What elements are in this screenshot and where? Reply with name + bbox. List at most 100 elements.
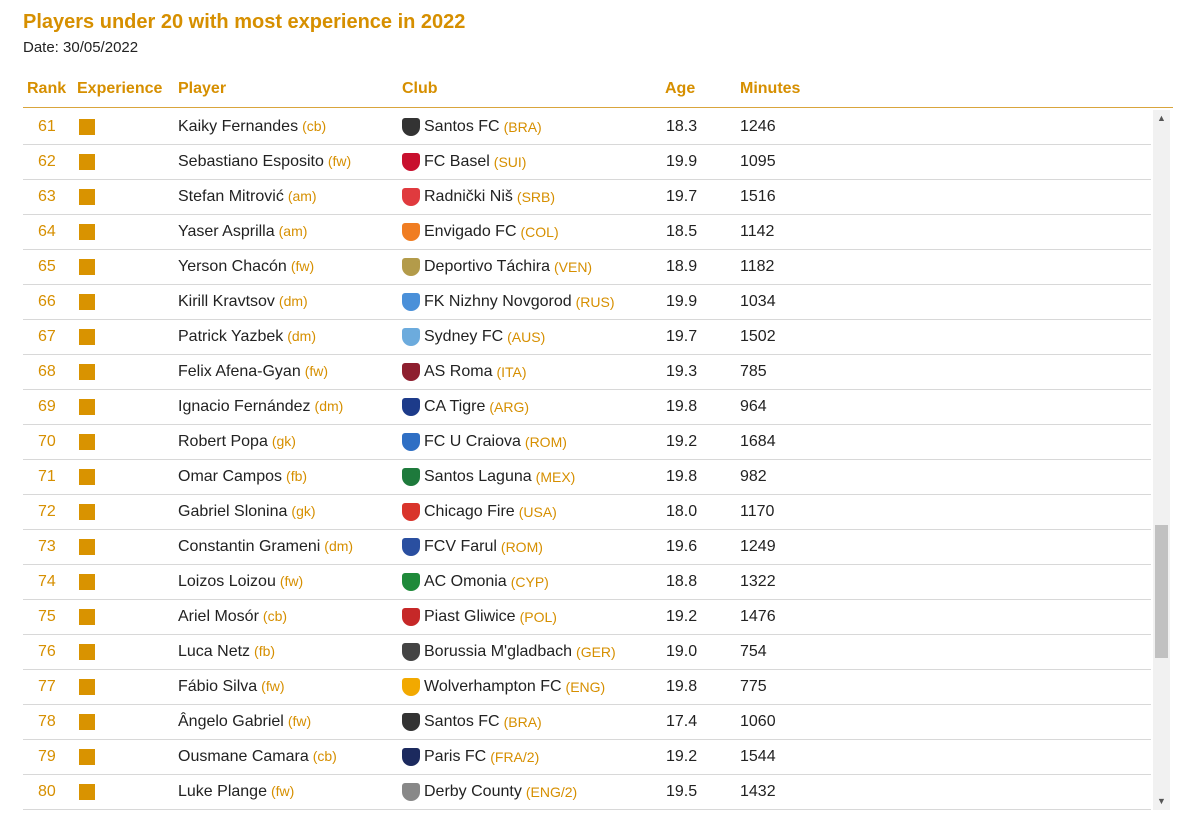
player-name[interactable]: Felix Afena-Gyan bbox=[178, 363, 301, 380]
column-header-player[interactable]: Player bbox=[178, 80, 227, 97]
club-cell: Chicago Fire (USA) bbox=[402, 503, 557, 521]
scroll-down-arrow-icon[interactable]: ▼ bbox=[1157, 796, 1166, 806]
club-name[interactable]: AS Roma bbox=[424, 363, 493, 380]
club-name[interactable]: Derby County bbox=[424, 783, 522, 800]
minutes-cell: 1182 bbox=[740, 258, 775, 275]
club-name[interactable]: CA Tigre bbox=[424, 398, 486, 415]
player-name[interactable]: Ângelo Gabriel bbox=[178, 713, 284, 730]
club-name[interactable]: FK Nizhny Novgorod bbox=[424, 293, 572, 310]
club-country: (ENG) bbox=[565, 679, 606, 695]
table-row[interactable]: 72 Gabriel Slonina (gk) Chicago Fire (USA) 18… bbox=[23, 495, 1151, 530]
club-name[interactable]: Sydney FC bbox=[424, 328, 504, 345]
table-row[interactable]: 65 Yerson Chacón (fw) Deportivo Táchira (VEN… bbox=[23, 250, 1151, 285]
club-name[interactable]: FC U Craiova bbox=[424, 433, 521, 450]
scrollbar-thumb[interactable] bbox=[1155, 525, 1168, 658]
club-country: (ARG) bbox=[489, 399, 530, 415]
table-row[interactable]: 62 Sebastiano Esposito (fw) FC Basel (SUI) 19… bbox=[23, 145, 1151, 180]
player-name[interactable]: Omar Campos bbox=[178, 468, 283, 485]
table-row[interactable]: 80 Luke Plange (fw) Derby County (ENG/2) 19.5… bbox=[23, 775, 1151, 810]
player-name[interactable]: Kaiky Fernandes bbox=[178, 118, 299, 135]
club-crest-icon bbox=[402, 188, 420, 206]
column-header-rank[interactable]: Rank bbox=[27, 80, 67, 97]
player-name[interactable]: Ignacio Fernández bbox=[178, 398, 311, 415]
player-name[interactable]: Stefan Mitrović bbox=[178, 188, 284, 205]
table-row[interactable]: 75 Ariel Mosór (cb) Piast Gliwice (POL) 19.2 1… bbox=[23, 600, 1151, 635]
table-row[interactable]: 71 Omar Campos (fb) Santos Laguna (MEX) 19.8 9… bbox=[23, 460, 1151, 495]
player-name[interactable]: Yerson Chacón bbox=[178, 258, 287, 275]
club-country: (SRB) bbox=[516, 189, 556, 205]
column-header-age[interactable]: Age bbox=[665, 80, 696, 97]
age-cell: 18.9 bbox=[666, 258, 698, 275]
club-name[interactable]: Deportivo Táchira bbox=[424, 258, 550, 275]
club-country: (SUI) bbox=[493, 154, 527, 170]
vertical-scrollbar[interactable]: ▲ ▼ bbox=[1153, 110, 1170, 810]
table-row[interactable]: 68 Felix Afena-Gyan (fw) AS Roma (ITA) 19.3 78… bbox=[23, 355, 1151, 390]
table-row[interactable]: 73 Constantin Grameni (dm) FCV Farul (ROM) 19… bbox=[23, 530, 1151, 565]
player-name[interactable]: Robert Popa bbox=[178, 433, 268, 450]
player-name[interactable]: Ousmane Camara bbox=[178, 748, 309, 765]
player-name[interactable]: Constantin Grameni bbox=[178, 538, 321, 555]
table-row[interactable]: 63 Stefan Mitrović (am) Radnički Niš (SRB) 19… bbox=[23, 180, 1151, 215]
page-title: Players under 20 with most experience in… bbox=[23, 11, 466, 33]
club-cell: FC U Craiova (ROM) bbox=[402, 433, 567, 451]
club-name[interactable]: Chicago Fire bbox=[424, 503, 515, 520]
club-crest-icon bbox=[402, 538, 420, 556]
club-country: (POL) bbox=[519, 609, 557, 625]
club-name[interactable]: FC Basel bbox=[424, 153, 490, 170]
player-name[interactable]: Fábio Silva bbox=[178, 678, 258, 695]
column-header-minutes[interactable]: Minutes bbox=[740, 80, 801, 97]
player-name[interactable]: Yaser Asprilla bbox=[178, 223, 275, 240]
club-name[interactable]: Santos FC bbox=[424, 713, 500, 730]
column-header-experience[interactable]: Experience bbox=[77, 80, 163, 97]
table-row[interactable]: 77 Fábio Silva (fw) Wolverhampton FC (ENG) 19… bbox=[23, 670, 1151, 705]
club-name[interactable]: Envigado FC bbox=[424, 223, 517, 240]
player-position: (fw) bbox=[290, 258, 315, 274]
player-cell: Patrick Yazbek (dm) bbox=[178, 328, 316, 346]
table-row[interactable]: 76 Luca Netz (fb) Borussia M'gladbach (GER) 1… bbox=[23, 635, 1151, 670]
club-cell: Paris FC (FRA/2) bbox=[402, 748, 539, 766]
club-name[interactable]: Borussia M'gladbach bbox=[424, 643, 573, 660]
player-name[interactable]: Patrick Yazbek bbox=[178, 328, 284, 345]
club-crest-icon bbox=[402, 643, 420, 661]
player-name[interactable]: Luke Plange bbox=[178, 783, 267, 800]
club-name[interactable]: Santos Laguna bbox=[424, 468, 532, 485]
age-cell: 19.2 bbox=[666, 608, 698, 625]
table-row[interactable]: 61 Kaiky Fernandes (cb) Santos FC (BRA) 18.3 1… bbox=[23, 110, 1151, 145]
table-row[interactable]: 64 Yaser Asprilla (am) Envigado FC (COL) 18.5… bbox=[23, 215, 1151, 250]
minutes-cell: 982 bbox=[740, 468, 767, 485]
table-row[interactable]: 66 Kirill Kravtsov (dm) FK Nizhny Novgorod(… bbox=[23, 285, 1151, 320]
club-name[interactable]: Wolverhampton FC bbox=[424, 678, 562, 695]
table-row[interactable]: 74 Loizos Loizou (fw) AC Omonia (CYP) 18.8 132… bbox=[23, 565, 1151, 600]
club-cell: Santos FC (BRA) bbox=[402, 713, 542, 731]
rank-cell: 66 bbox=[38, 293, 56, 310]
club-name[interactable]: Piast Gliwice bbox=[424, 608, 516, 625]
club-cell: CA Tigre (ARG) bbox=[402, 398, 529, 416]
table-row[interactable]: 69 Ignacio Fernández (dm) CA Tigre (ARG) 19.8… bbox=[23, 390, 1151, 425]
player-name[interactable]: Luca Netz bbox=[178, 643, 251, 660]
club-name[interactable]: Santos FC bbox=[424, 118, 500, 135]
table-body[interactable]: 61 Kaiky Fernandes (cb) Santos FC (BRA) 18.3 1… bbox=[23, 110, 1151, 810]
club-name[interactable]: AC Omonia bbox=[424, 573, 507, 590]
player-cell: Yerson Chacón (fw) bbox=[178, 258, 314, 276]
club-name[interactable]: Paris FC bbox=[424, 748, 487, 765]
table-row[interactable]: 78 Ângelo Gabriel (fw) Santos FC (BRA) 17.4 10… bbox=[23, 705, 1151, 740]
player-name[interactable]: Loizos Loizou bbox=[178, 573, 276, 590]
player-name[interactable]: Sebastiano Esposito bbox=[178, 153, 324, 170]
table-row[interactable]: 67 Patrick Yazbek (dm) Sydney FC (AUS) 19.7 15… bbox=[23, 320, 1151, 355]
experience-bar bbox=[79, 469, 95, 485]
player-name[interactable]: Gabriel Slonina bbox=[178, 503, 288, 520]
table-row[interactable]: 79 Ousmane Camara (cb) Paris FC (FRA/2) 19.2 1… bbox=[23, 740, 1151, 775]
club-name[interactable]: Radnički Niš bbox=[424, 188, 513, 205]
age-cell: 17.4 bbox=[666, 713, 698, 730]
club-country: (ROM) bbox=[500, 539, 543, 555]
player-name[interactable]: Ariel Mosór bbox=[178, 608, 259, 625]
column-header-club[interactable]: Club bbox=[402, 80, 438, 97]
table-row[interactable]: 70 Robert Popa (gk) FC U Craiova (ROM) 19.2 16… bbox=[23, 425, 1151, 460]
minutes-cell: 964 bbox=[740, 398, 767, 415]
player-position: (cb) bbox=[262, 608, 288, 624]
player-name[interactable]: Kirill Kravtsov bbox=[178, 293, 275, 310]
club-name[interactable]: FCV Farul bbox=[424, 538, 497, 555]
player-position: (dm) bbox=[278, 293, 308, 309]
scroll-up-arrow-icon[interactable]: ▲ bbox=[1157, 113, 1166, 123]
age-cell: 18.3 bbox=[666, 118, 698, 135]
